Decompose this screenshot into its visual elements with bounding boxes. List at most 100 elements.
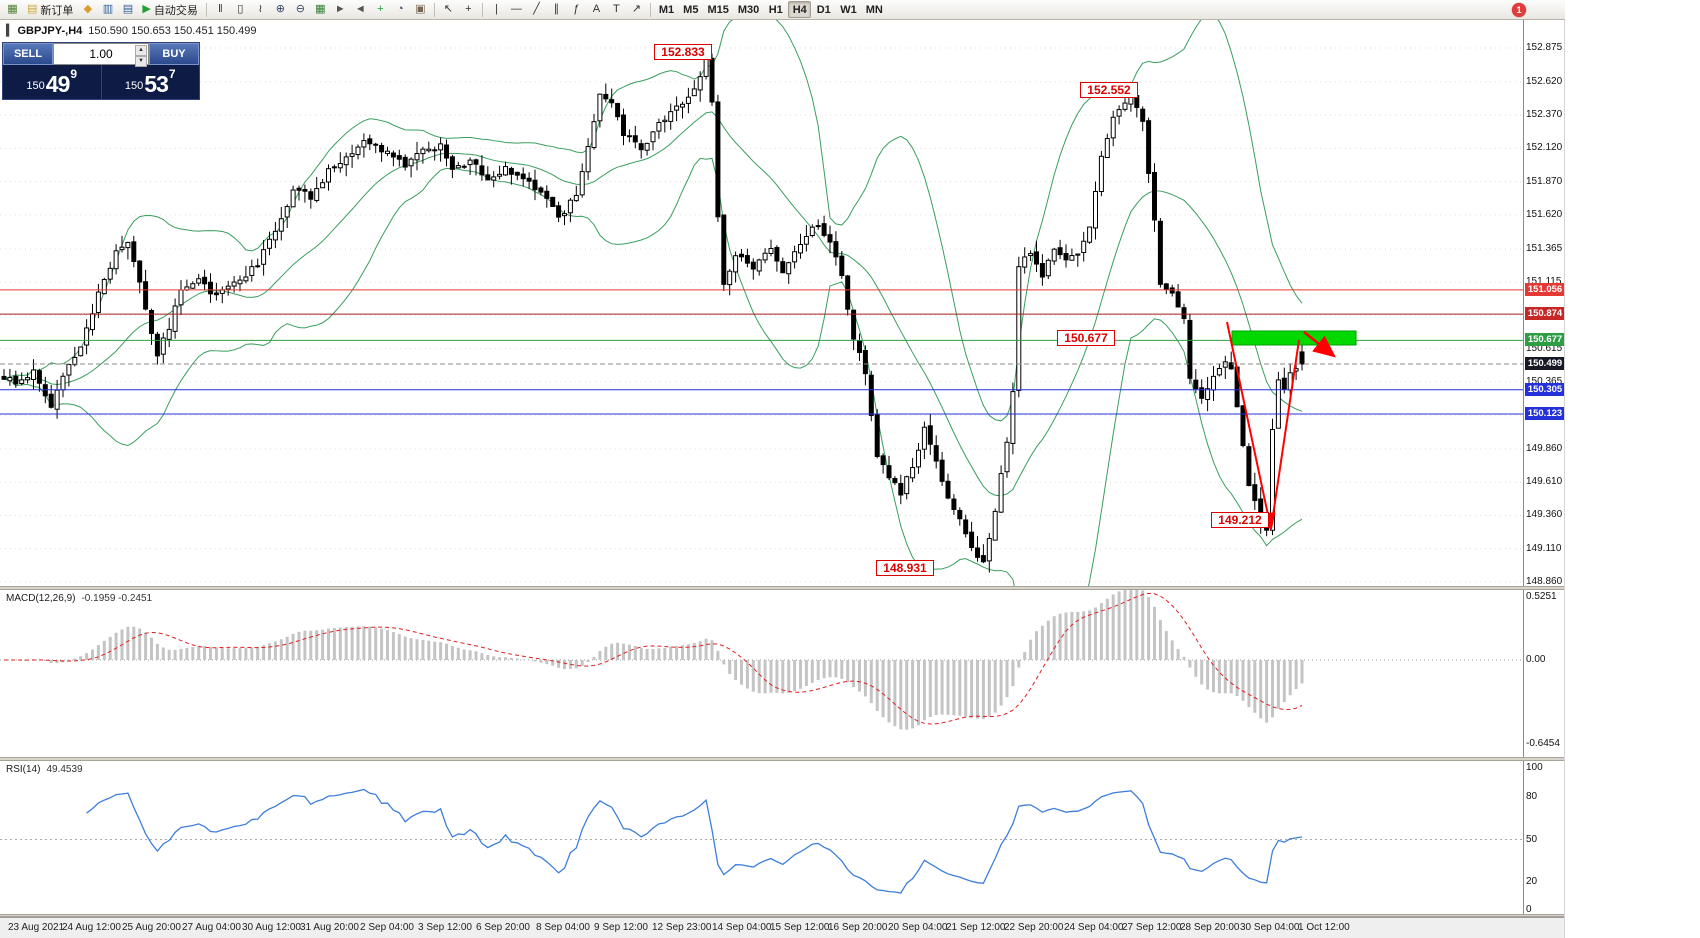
- level-price-label: 151.056: [1525, 282, 1564, 296]
- tf-m30-button-label: M30: [737, 3, 760, 16]
- indicators-icon[interactable]: +: [371, 1, 390, 18]
- volume-up-icon[interactable]: ▲: [135, 45, 147, 56]
- app-chart-icon[interactable]: ▦: [3, 1, 22, 18]
- bar-chart-icon[interactable]: ‖: [211, 1, 230, 18]
- periods-icon[interactable]: ◔: [391, 1, 410, 18]
- volume-down-icon[interactable]: ▼: [135, 56, 147, 67]
- sell-button[interactable]: SELL: [3, 43, 53, 65]
- price-callout[interactable]: 148.931: [876, 560, 934, 576]
- horizontal-line-icon[interactable]: —: [507, 1, 526, 18]
- grid: [0, 47, 1523, 583]
- fibonacci-icon[interactable]: ƒ: [567, 1, 586, 18]
- vertical-line-icon[interactable]: |: [487, 1, 506, 18]
- time-label: 31 Aug 20:00: [300, 922, 359, 933]
- price-tick: 151.870: [1526, 175, 1563, 187]
- market-watch-icon[interactable]: ▥: [98, 1, 117, 18]
- bid-price[interactable]: 150 49 9: [3, 65, 102, 99]
- price-tick: 152.370: [1526, 109, 1563, 121]
- bar-chart-icon: ‖: [218, 3, 223, 15]
- zoom-out-icon[interactable]: ⊖: [291, 1, 310, 18]
- red-trendline-up[interactable]: [1270, 339, 1300, 530]
- trendline-icon[interactable]: ╱: [527, 1, 546, 18]
- red-arrow[interactable]: [1303, 331, 1336, 358]
- time-label: 28 Sep 20:00: [1180, 922, 1240, 933]
- line-chart-icon[interactable]: ≀: [251, 1, 270, 18]
- cursor-icon[interactable]: ↖: [439, 1, 458, 18]
- tf-w1-button[interactable]: W1: [836, 1, 861, 18]
- tf-m30-button[interactable]: M30: [734, 1, 763, 18]
- zoom-in-icon[interactable]: ⊕: [271, 1, 290, 18]
- text-icon: A: [592, 3, 601, 15]
- panel-separator-macd-rsi[interactable]: [0, 757, 1564, 761]
- tf-h1-button[interactable]: H1: [764, 1, 787, 18]
- macd-axis-tick: -0.6454: [1526, 737, 1560, 749]
- time-label: 14 Sep 04:00: [712, 922, 772, 933]
- template-icon: ▣: [415, 3, 426, 15]
- tf-m5-button[interactable]: M5: [679, 1, 702, 18]
- time-label: 9 Sep 12:00: [594, 922, 648, 933]
- tf-w1-button-label: W1: [840, 3, 857, 16]
- rsi-axis-tick: 50: [1526, 833, 1538, 845]
- tf-d1-button[interactable]: D1: [812, 1, 835, 18]
- candlestick-chart-icon[interactable]: ▯: [231, 1, 250, 18]
- autotrading-button[interactable]: ▶ 自动交易: [138, 1, 201, 18]
- time-label: 30 Aug 12:00: [242, 922, 301, 933]
- time-axis[interactable]: 23 Aug 2021 24 Aug 12:00 25 Aug 20:00 27 Au…: [0, 917, 1564, 938]
- candlestick-mini-icon: ▍: [6, 25, 15, 37]
- rsi-panel: [0, 788, 1523, 894]
- channel-icon[interactable]: ∥: [547, 1, 566, 18]
- chart-shift-icon[interactable]: ◄: [351, 1, 370, 18]
- tf-h1-button-label: H1: [768, 3, 783, 16]
- autotrading-button-label: 自动交易: [153, 4, 198, 17]
- level-price-label: 150.874: [1525, 307, 1564, 321]
- navigator-icon: ▤: [122, 3, 134, 15]
- level-lines[interactable]: [0, 289, 1523, 415]
- candlestick-chart-icon: ▯: [237, 3, 244, 15]
- volume-field[interactable]: 1.00 ▲ ▼: [53, 43, 149, 67]
- profiles-icon[interactable]: ◆: [78, 1, 97, 18]
- navigator-icon[interactable]: ▤: [118, 1, 137, 18]
- red-trendline-down[interactable]: [1226, 321, 1276, 531]
- notification-badge[interactable]: 1: [1512, 3, 1526, 17]
- time-label: 16 Sep 20:00: [828, 922, 888, 933]
- price-callout[interactable]: 152.552: [1080, 82, 1138, 98]
- user-annotations[interactable]: [1226, 321, 1357, 531]
- tf-m15-button-label: M15: [707, 3, 729, 16]
- label-icon[interactable]: T: [607, 1, 626, 18]
- rsi-params: RSI(14): [6, 764, 41, 775]
- price-tick: 151.620: [1526, 208, 1563, 220]
- price-callout[interactable]: 150.677: [1057, 330, 1115, 346]
- time-label: 30 Sep 04:00: [1240, 922, 1300, 933]
- volume-stepper[interactable]: ▲ ▼: [135, 45, 147, 67]
- vertical-line-icon: |: [494, 3, 498, 15]
- chart-title: ▍ GBPJPY-,H4 150.590 150.653 150.451 150.4…: [6, 24, 257, 37]
- new-order-button[interactable]: ▤ 新订单: [23, 1, 77, 18]
- time-label: 3 Sep 12:00: [418, 922, 472, 933]
- price-axis[interactable]: 152.875 152.620 152.370 152.120 151.870 151.6…: [1523, 20, 1564, 917]
- tile-windows-icon[interactable]: ▦: [311, 1, 330, 18]
- ask-price[interactable]: 150 53 7: [102, 65, 200, 99]
- price-callout[interactable]: 152.833: [654, 44, 712, 60]
- one-click-trading-panel: SELL 1.00 ▲ ▼ BUY 150 49 9 150 53 7: [2, 42, 200, 100]
- buy-button[interactable]: BUY: [149, 43, 199, 65]
- current-price-label: 150.499: [1525, 357, 1564, 370]
- auto-scroll-icon[interactable]: ►: [331, 1, 350, 18]
- tf-m1-button[interactable]: M1: [655, 1, 678, 18]
- new-order-icon: ▤: [27, 3, 38, 15]
- chart-window: ▍ GBPJPY-,H4 150.590 150.653 150.451 150.4…: [0, 20, 1565, 938]
- trendline-icon: ╱: [533, 3, 540, 15]
- rsi-axis-tick: 100: [1526, 762, 1543, 773]
- crosshair-icon[interactable]: +: [459, 1, 478, 18]
- tf-mn-button[interactable]: MN: [862, 1, 887, 18]
- tf-h4-button[interactable]: H4: [788, 1, 812, 18]
- chart-plot-area[interactable]: [0, 20, 1523, 917]
- rsi-line: [86, 788, 1303, 894]
- tf-m15-button[interactable]: M15: [703, 1, 732, 18]
- price-callout[interactable]: 149.212: [1211, 512, 1269, 528]
- template-icon[interactable]: ▣: [411, 1, 430, 18]
- arrow-objects-icon[interactable]: ↗: [627, 1, 646, 18]
- text-icon[interactable]: A: [587, 1, 606, 18]
- green-zone-rectangle[interactable]: [1231, 330, 1357, 346]
- panel-separator-main-macd[interactable]: [0, 586, 1564, 590]
